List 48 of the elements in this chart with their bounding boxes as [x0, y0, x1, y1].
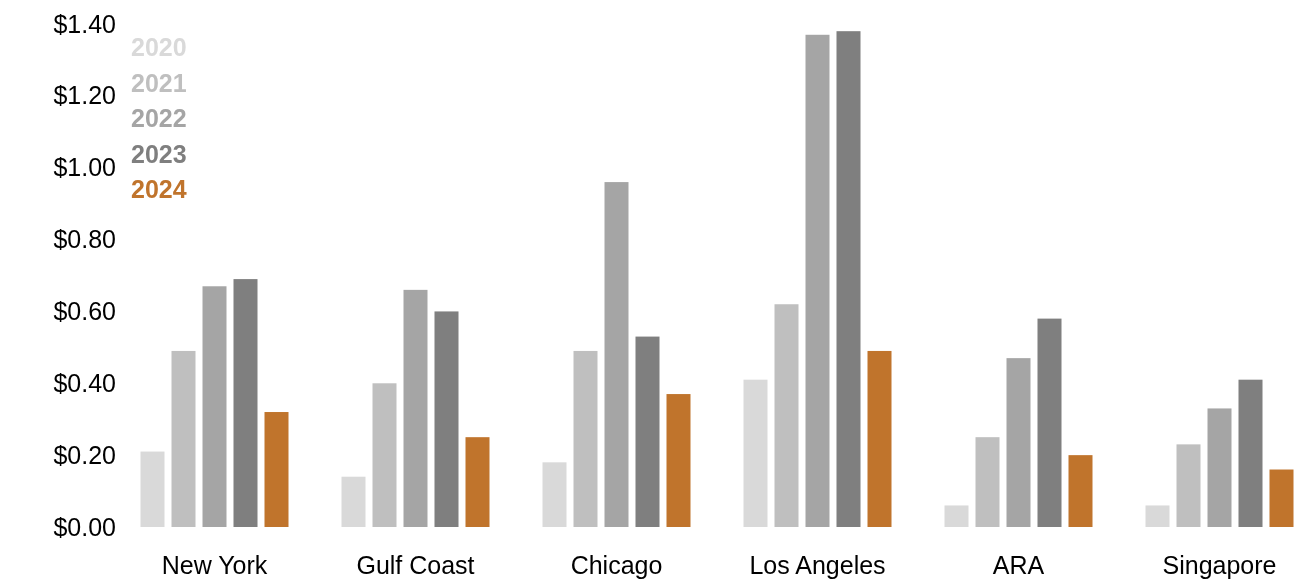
- y-tick-label: $1.40: [53, 9, 116, 38]
- y-tick-label: $0.00: [53, 512, 116, 541]
- bar: [836, 31, 861, 527]
- text: 2023: [131, 139, 187, 168]
- y-tick-label: $0.40: [53, 368, 116, 397]
- bar: [1037, 318, 1062, 527]
- bar: [1238, 379, 1263, 527]
- bar: [202, 286, 227, 527]
- bar: [573, 350, 598, 527]
- bar: [1006, 358, 1031, 527]
- bar: [341, 476, 366, 527]
- bar: [805, 34, 830, 527]
- bar: [944, 505, 969, 527]
- bar: [140, 451, 165, 527]
- bar: [171, 350, 196, 527]
- bar: [1068, 455, 1093, 527]
- bar: [465, 437, 490, 527]
- bar: [233, 279, 258, 527]
- x-tick-label: Gulf Coast: [356, 551, 475, 579]
- bar: [975, 437, 1000, 527]
- bar: [264, 412, 289, 527]
- y-tick-label: $1.00: [53, 153, 116, 182]
- bar: [1145, 505, 1170, 527]
- bar: [434, 311, 459, 527]
- x-tick-label: New York: [161, 551, 268, 579]
- bar: [743, 379, 768, 527]
- bar: [635, 336, 660, 527]
- text: 2024: [131, 175, 187, 203]
- bar: [1176, 444, 1201, 527]
- bar: [867, 350, 892, 527]
- bar: [666, 394, 691, 527]
- x-tick-label: Chicago: [570, 551, 663, 579]
- y-tick-label: $1.20: [53, 81, 116, 110]
- y-tick-label: $0.80: [53, 225, 116, 254]
- bar: [1207, 408, 1232, 527]
- bar: [1269, 469, 1294, 527]
- bar: [604, 182, 629, 527]
- bar: [403, 289, 428, 527]
- y-tick-label: $0.60: [53, 296, 116, 325]
- text: 2022: [131, 104, 187, 132]
- x-tick-label: ARA: [992, 551, 1045, 579]
- x-tick-label: Singapore: [1162, 551, 1277, 579]
- y-tick-label: $0.20: [53, 440, 116, 469]
- text: 2021: [131, 68, 187, 97]
- x-tick-label: Los Angeles: [749, 551, 886, 579]
- bar: [372, 383, 397, 527]
- bar: [542, 462, 567, 527]
- bar: [774, 304, 799, 527]
